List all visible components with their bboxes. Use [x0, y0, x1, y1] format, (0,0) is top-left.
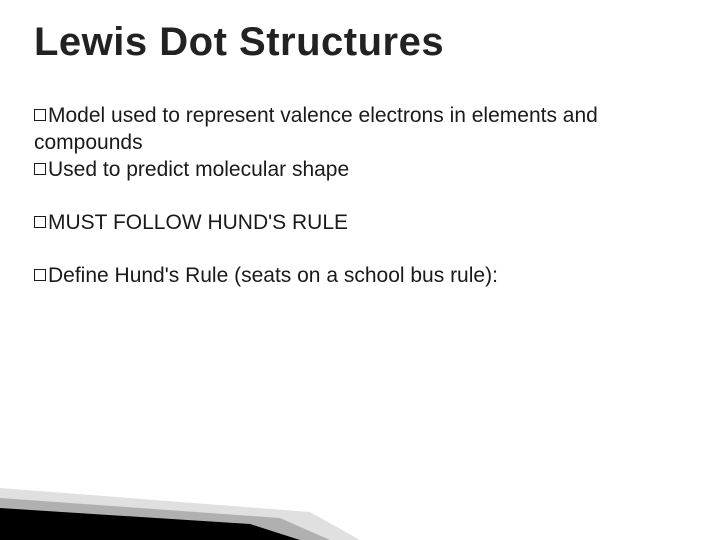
bullet-rest: used to represent valence electrons in e…	[34, 104, 598, 154]
bullet-rest: FOLLOW HUND'S RULE	[107, 211, 348, 234]
bullet-rest: to predict molecular shape	[97, 158, 349, 181]
corner-wedge-icon	[0, 450, 380, 540]
bullet-item: MUST FOLLOW HUND'S RULE	[34, 210, 680, 237]
bullet-item: Model used to represent valence electron…	[34, 103, 680, 157]
bullet-item: Define Hund's Rule (seats on a school bu…	[34, 263, 680, 290]
square-bullet-icon	[34, 109, 46, 121]
bullet-item: Used to predict molecular shape	[34, 157, 680, 184]
slide: Lewis Dot Structures Model used to repre…	[0, 0, 720, 540]
bullet-lead: Used	[48, 158, 97, 181]
bullet-lead: Model	[48, 104, 105, 127]
slide-body: Model used to represent valence electron…	[34, 103, 680, 315]
bullet-lead: Define	[48, 264, 109, 287]
bullet-lead: MUST	[48, 211, 107, 234]
slide-title: Lewis Dot Structures	[34, 20, 444, 65]
square-bullet-icon	[34, 269, 46, 281]
square-bullet-icon	[34, 216, 46, 228]
square-bullet-icon	[34, 163, 46, 175]
bullet-rest: Hund's Rule (seats on a school bus rule)…	[109, 264, 498, 287]
